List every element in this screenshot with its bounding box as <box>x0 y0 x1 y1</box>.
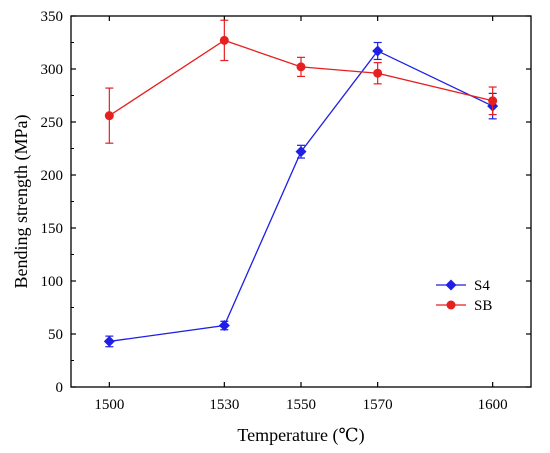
y-axis: 0 50 100 150 200 250 300 350 <box>41 9 531 396</box>
y-tick-label: 150 <box>41 221 64 237</box>
data-point-sb <box>488 96 498 106</box>
legend-marker-s4 <box>445 279 457 291</box>
y-tick-label: 0 <box>56 380 64 396</box>
data-point-sb <box>104 111 114 121</box>
x-tick-label: 1570 <box>363 397 393 413</box>
series-sb <box>104 19 498 144</box>
data-point-s4 <box>103 335 115 347</box>
series-s4 <box>103 41 499 348</box>
legend-label-sb: SB <box>474 298 492 314</box>
data-point-s4 <box>372 45 384 57</box>
y-tick-label: 250 <box>41 115 64 131</box>
x-axis-label: Temperature (℃) <box>237 425 364 446</box>
y-axis-label: Bending strength (MPa) <box>11 115 32 289</box>
x-tick-label: 1550 <box>286 397 316 413</box>
y-tick-label: 300 <box>41 62 64 78</box>
legend-marker-sb <box>446 300 456 310</box>
x-tick-label: 1530 <box>209 397 239 413</box>
legend-label-s4: S4 <box>474 278 490 294</box>
y-tick-label: 100 <box>41 274 64 290</box>
data-point-sb <box>296 62 306 72</box>
data-point-s4 <box>295 146 307 158</box>
x-tick-label: 1500 <box>94 397 124 413</box>
y-tick-label: 50 <box>48 327 63 343</box>
data-point-sb <box>219 35 229 45</box>
x-axis: 1500 1530 1550 1570 1600 <box>94 16 508 413</box>
series-layer <box>103 19 499 348</box>
legend: S4 SB <box>436 278 492 314</box>
y-tick-label: 350 <box>41 9 64 25</box>
x-tick-label: 1600 <box>478 397 508 413</box>
data-point-s4 <box>218 320 230 332</box>
series-line-s4 <box>109 50 493 343</box>
y-tick-label: 200 <box>41 168 64 184</box>
data-point-sb <box>373 68 383 78</box>
